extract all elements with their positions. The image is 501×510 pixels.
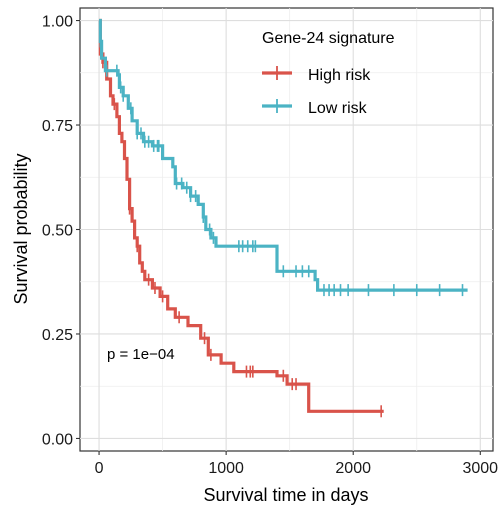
legend: Gene-24 signature High risk Low risk [262,30,395,117]
y-axis-title: Survival probability [11,153,31,304]
x-tick-label: 0 [95,460,104,477]
y-tick-label: 0.75 [42,118,73,135]
y-tick-label: 0.25 [42,327,73,344]
y-tick-label: 0.00 [42,431,73,448]
p-value-annotation: p = 1e−04 [107,346,175,363]
axes: 0 1000 2000 3000 0.00 0.25 0.50 0.75 1.00 [42,14,498,477]
series-line-low-risk [98,18,468,292]
x-tick-label: 1000 [208,460,244,477]
x-tick-label: 3000 [462,460,498,477]
x-tick-label: 2000 [335,460,371,477]
y-tick-label: 1.00 [42,14,73,31]
grid [80,8,493,451]
legend-keys [262,66,292,113]
y-tick-label: 0.50 [42,223,73,240]
series-line-high-risk [98,18,384,413]
legend-label-high-risk: High risk [308,67,371,84]
legend-label-low-risk: Low risk [308,100,368,117]
x-axis-title: Survival time in days [203,485,368,505]
series-layer [98,18,468,418]
legend-title: Gene-24 signature [262,30,395,47]
